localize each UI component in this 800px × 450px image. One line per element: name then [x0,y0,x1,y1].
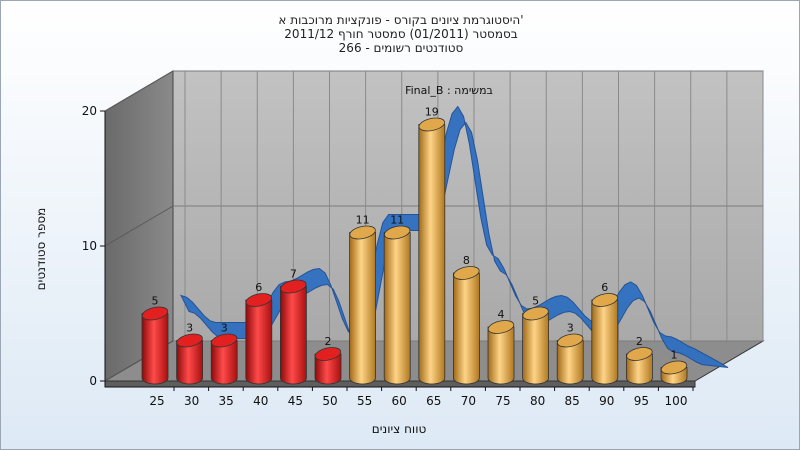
bar: 8 [453,254,480,385]
x-tick-label: 35 [219,394,234,408]
bar: 7 [280,268,307,385]
bars-group: 5 3 3 6 7 2 11 11 19 8 4 5 3 6 2 1 [141,106,688,385]
bar-value-label: 11 [390,214,404,227]
x-tick-label: 75 [495,394,510,408]
x-tick-label: 30 [184,394,199,408]
bar-body [210,340,238,385]
x-tick-label: 65 [426,394,441,408]
bar: 19 [418,106,446,385]
x-tick-label: 80 [530,394,545,408]
bar-top [384,225,411,240]
bar-value-label: 1 [671,349,678,362]
x-tick-label: 55 [357,394,372,408]
x-tick-label: 100 [665,394,688,408]
x-tick-label: 45 [288,394,303,408]
bar-top [453,266,480,280]
bar-top [211,333,238,348]
chart-title-line-1: היסטוגרמת ציונים בקורס - פונקציות מרוכבו… [278,13,524,27]
bar-value-label: 5 [152,295,159,308]
bar: 6 [591,281,619,385]
bar-body [280,286,307,385]
bar-top [349,225,376,240]
bar-top [245,293,272,307]
bar: 3 [176,322,203,385]
bar: 2 [314,335,342,385]
x-tick-label: 85 [565,394,580,408]
bar-top [314,347,342,361]
bar-value-label: 7 [290,268,297,281]
bar-body [556,340,584,385]
bar-top [141,306,169,321]
gridline-side [104,205,174,247]
bar-top [418,117,445,132]
bar-value-label: 3 [221,322,228,335]
y-tick-label: 10 [82,239,97,253]
y-axis-label: מספר סטודנטים [34,208,48,291]
bar-value-label: 11 [356,214,370,227]
bar-body [245,299,273,385]
bar: 4 [487,308,515,385]
bar-value-label: 3 [186,322,193,335]
x-tick-label: 70 [461,394,476,408]
bar-value-label: 6 [601,281,608,294]
gridline-side [104,70,174,112]
x-tick-label: 25 [149,394,164,408]
bar-top [176,333,203,348]
x-tick-label: 60 [392,394,407,408]
bar-top [660,360,688,375]
bar: 3 [210,322,238,385]
bar-top [626,347,653,361]
bar-body [383,232,411,385]
bar-body [626,353,653,385]
bar: 5 [141,295,169,385]
bar-top [557,333,584,348]
bar: 11 [349,214,376,385]
bar-body [141,313,169,385]
bar-top [487,320,515,334]
chart-title-line-2: בסמסטר (01/2011) סמסטר חורף 2011/12 [284,27,518,41]
x-axis-label: טווח ציונים [372,422,427,436]
bar-value-label: 2 [636,335,643,348]
bar: 6 [245,281,273,385]
bar-body [418,124,446,385]
bar-body [349,232,376,385]
bar-top [591,293,618,307]
bar: 5 [522,295,549,385]
bar-body [453,272,480,385]
x-tick-label: 95 [634,394,649,408]
bar-value-label: 4 [498,308,505,321]
x-tick-label: 90 [599,394,614,408]
bar-body [176,340,203,385]
bar-top [522,306,549,321]
bar-value-label: 3 [567,322,574,335]
bar-body [487,326,515,385]
bar-value-label: 19 [425,106,439,119]
bar-body [314,353,342,385]
bar: 11 [383,214,411,385]
bar-top [280,279,307,294]
bar: 3 [556,322,584,385]
x-tick-label: 40 [253,394,268,408]
x-tick-label: 50 [322,394,337,408]
bar-body [591,299,619,385]
y-tick-label: 20 [82,104,97,118]
bar: 2 [626,335,653,385]
bar-value-label: 6 [255,281,262,294]
chart-title-line-3: סטודנטים רשומים - 266 [338,41,464,55]
bar-value-label: 2 [325,335,332,348]
series-annotation: Final_B : במשימה [405,84,493,97]
bar-value-label: 8 [463,254,470,267]
y-tick-label: 0 [89,374,97,388]
bar-value-label: 5 [532,295,539,308]
bar: 1 [660,349,688,385]
bar-body [522,313,549,385]
